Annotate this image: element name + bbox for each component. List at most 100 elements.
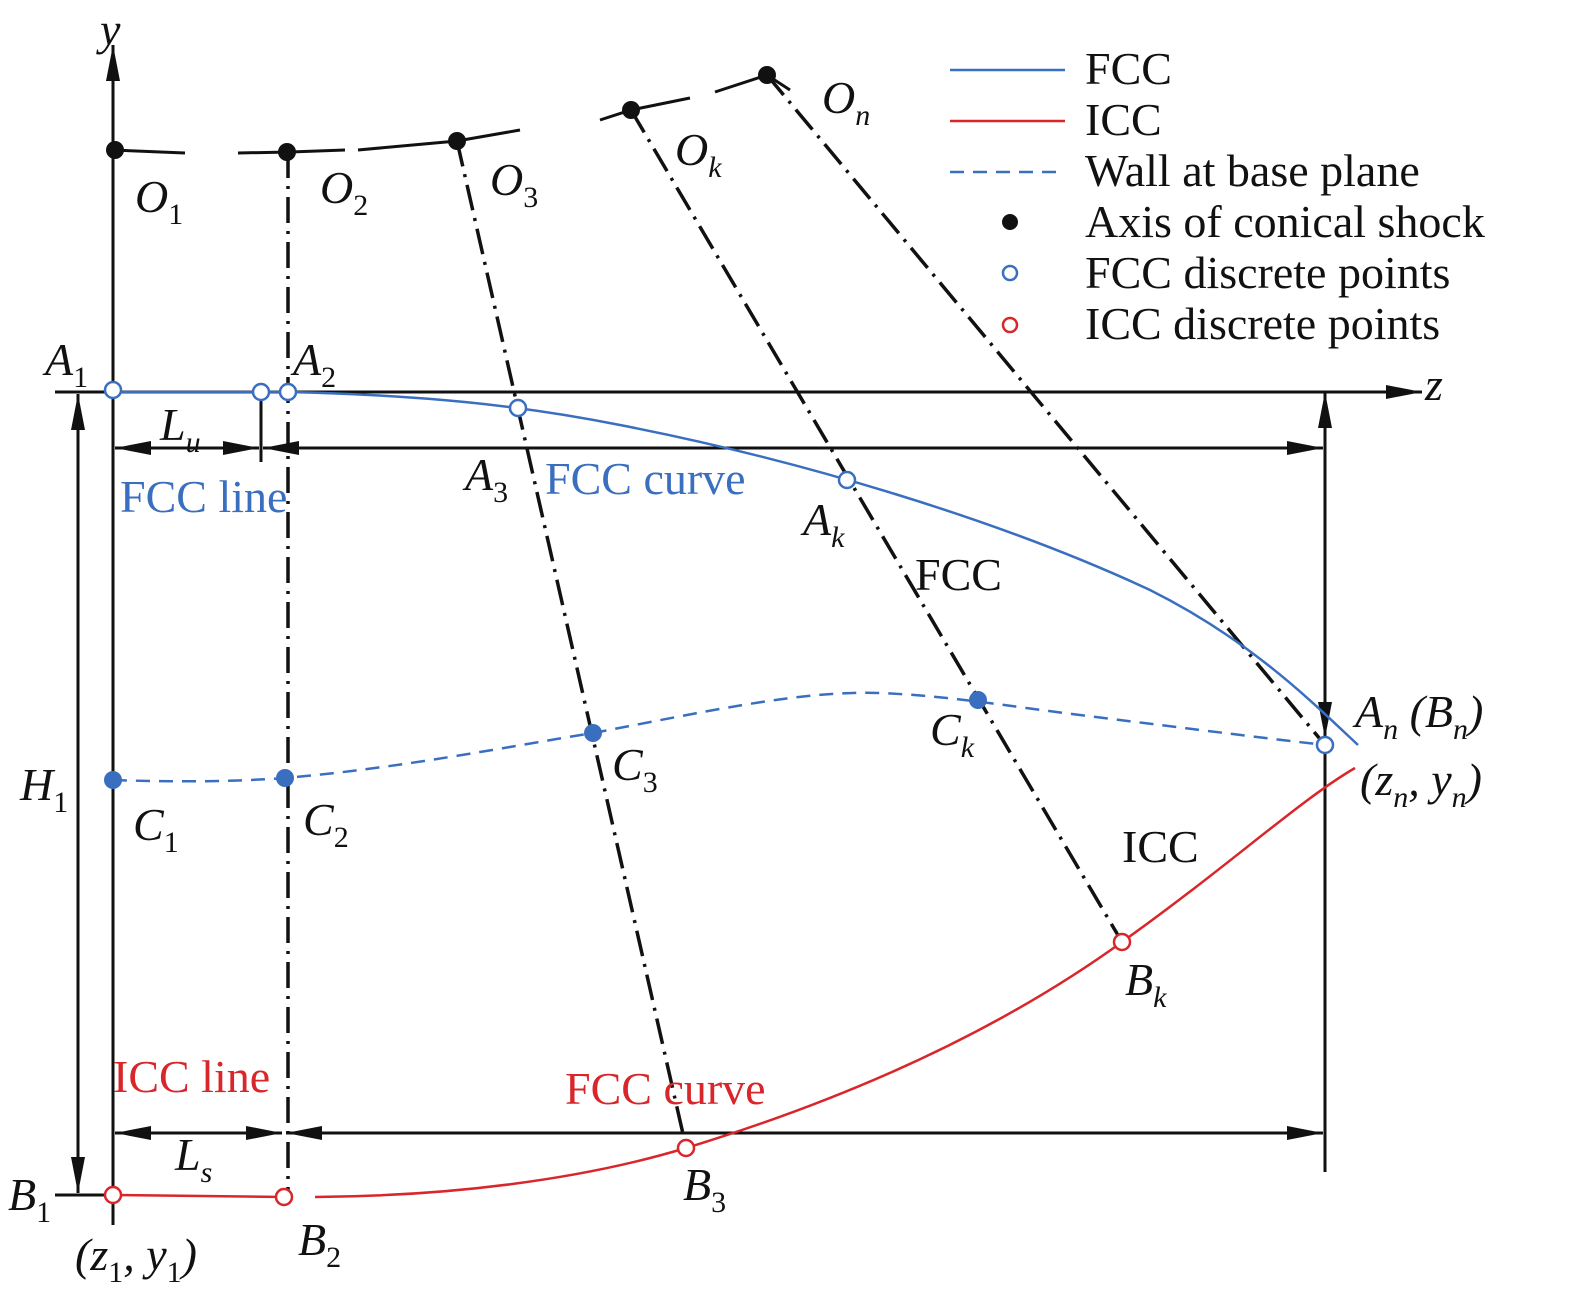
- label-base: C: [133, 799, 165, 850]
- axis-point: [622, 101, 640, 119]
- axis-point: [758, 66, 776, 84]
- legend-swatch: [1001, 264, 1019, 282]
- label-base: A: [42, 334, 74, 385]
- label-sub: 1: [73, 361, 88, 394]
- annotation: ICC line: [113, 1051, 270, 1102]
- annotation: FCC: [915, 549, 1002, 600]
- ray: [455, 140, 688, 1148]
- legend-swatch: [1001, 316, 1019, 334]
- legend-label: FCC discrete points: [1085, 247, 1450, 298]
- label-base: B: [683, 1159, 711, 1210]
- annotation: FCC curve: [565, 1063, 766, 1114]
- fcc-point: [1315, 735, 1335, 755]
- annotation: FCC line: [120, 471, 287, 522]
- wall-points: [104, 691, 987, 789]
- label-sub: 3: [523, 181, 538, 214]
- ray: [765, 73, 1327, 747]
- label-base: A: [800, 494, 832, 545]
- label-base: B: [298, 1214, 326, 1265]
- label-base: B: [8, 1169, 36, 1220]
- math-label: (zn, yn): [1360, 754, 1482, 814]
- wall-point: [584, 724, 602, 742]
- math-label: A3: [462, 449, 508, 509]
- math-label: Ck: [930, 704, 975, 764]
- math-label: B1: [8, 1169, 51, 1229]
- wall-point: [276, 769, 294, 787]
- icc-point: [274, 1187, 294, 1207]
- math-label: A2: [290, 334, 336, 394]
- axis-point: [278, 143, 296, 161]
- legend-label: Wall at base plane: [1085, 145, 1420, 196]
- fcc-curve: [113, 390, 1359, 746]
- icc-point: [1112, 932, 1132, 952]
- label-base: L: [174, 1129, 201, 1180]
- math-label: Ak: [800, 494, 845, 554]
- fcc-point: [837, 470, 857, 490]
- legend: [950, 68, 1065, 334]
- label-sub: 2: [353, 189, 368, 222]
- label-base: , y: [1408, 754, 1452, 805]
- legend-label: ICC: [1085, 94, 1162, 145]
- math-label: (z1, y1): [75, 1229, 197, 1289]
- label-base: ): [1465, 686, 1483, 737]
- math-label: y: [96, 4, 121, 55]
- math-label: H1: [19, 759, 68, 819]
- label-base: L: [159, 399, 186, 450]
- fcc-point: [103, 380, 123, 400]
- axis-points: [106, 66, 776, 161]
- math-label: C2: [303, 794, 349, 854]
- fcc-points: [103, 380, 1335, 755]
- annotation: FCC curve: [545, 453, 746, 504]
- fcc-point: [251, 382, 271, 402]
- label-sub: 1: [108, 1256, 123, 1289]
- icc-point: [676, 1138, 696, 1158]
- math-label: O3: [490, 154, 538, 214]
- math-label: C1: [133, 799, 179, 859]
- label-sub: k: [708, 151, 722, 184]
- label-sub: 3: [493, 476, 508, 509]
- label-sub: 2: [321, 361, 336, 394]
- label-sub: 1: [36, 1196, 51, 1229]
- math-label: C3: [612, 739, 658, 799]
- label-sub: s: [201, 1156, 213, 1189]
- dimensions: [55, 392, 1332, 1197]
- label-base: O: [135, 171, 168, 222]
- label-base: ): [1464, 754, 1482, 805]
- label-base: (B: [1398, 686, 1453, 737]
- math-label: On: [822, 72, 870, 132]
- icc-point: [103, 1185, 123, 1205]
- legend-label: ICC discrete points: [1085, 298, 1440, 349]
- label-base: O: [675, 124, 708, 175]
- label-sub: 3: [643, 766, 658, 799]
- math-label: B3: [683, 1159, 726, 1219]
- fcc-point: [278, 382, 298, 402]
- label-sub: 3: [711, 1186, 726, 1219]
- label-sub: k: [961, 731, 975, 764]
- wall-point: [104, 771, 122, 789]
- label-base: ): [179, 1229, 197, 1280]
- math-label: O1: [135, 171, 183, 231]
- label-base: (z: [1360, 754, 1393, 805]
- label-sub: 1: [164, 826, 179, 859]
- math-label: An (Bn): [1352, 686, 1483, 746]
- label-base: O: [490, 154, 523, 205]
- label-sub: n: [1393, 781, 1408, 814]
- math-label: Ok: [675, 124, 722, 184]
- math-label: A1: [42, 334, 88, 394]
- ray: [629, 109, 1124, 943]
- legend-label: FCC: [1085, 43, 1172, 94]
- label-sub: n: [1453, 713, 1468, 746]
- label-base: z: [1424, 359, 1443, 410]
- label-base: C: [930, 704, 962, 755]
- label-base: , y: [123, 1229, 167, 1280]
- fcc-point: [508, 398, 528, 418]
- math-label: B2: [298, 1214, 341, 1274]
- legend-label: Axis of conical shock: [1085, 196, 1485, 247]
- label-base: A: [462, 449, 494, 500]
- wall-point: [969, 691, 987, 709]
- icc-curve: [112, 766, 1356, 1199]
- label-base: y: [96, 4, 121, 55]
- math-label: O2: [320, 162, 368, 222]
- label-sub: 1: [168, 198, 183, 231]
